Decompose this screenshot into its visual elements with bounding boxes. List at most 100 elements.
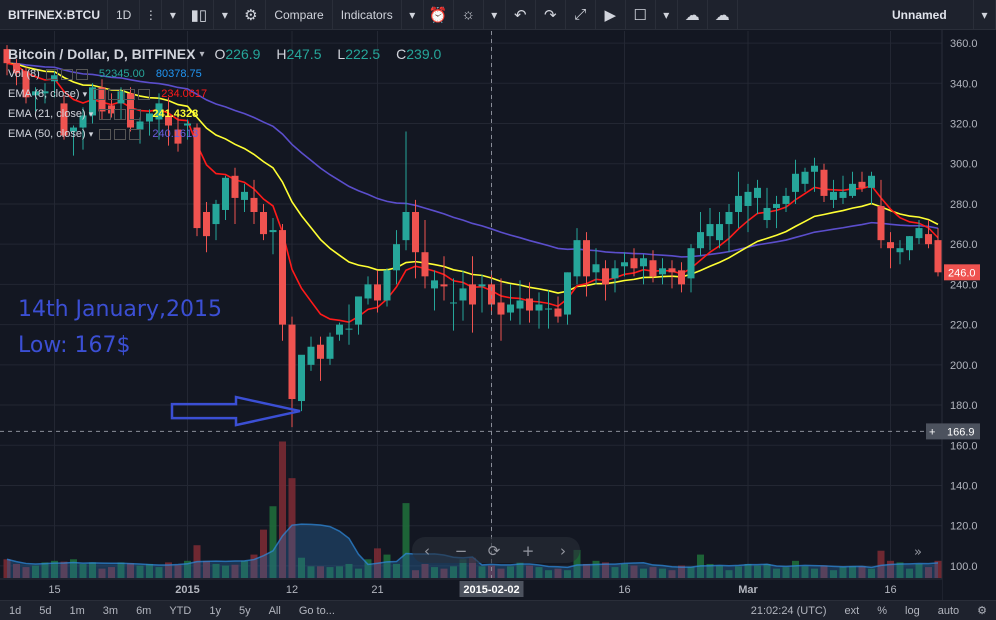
- candle-body: [668, 268, 676, 273]
- chevron-down-icon[interactable]: ▾: [88, 109, 94, 119]
- settings-icon[interactable]: [99, 128, 112, 140]
- layout-icon[interactable]: ☐: [626, 0, 656, 30]
- range-6m[interactable]: 6m: [136, 604, 152, 617]
- hide-icon[interactable]: [108, 88, 121, 100]
- volume-bar: [155, 567, 163, 578]
- candle-body: [659, 268, 666, 275]
- layout-name[interactable]: Unnamed: [884, 0, 974, 30]
- volume-bar: [260, 529, 267, 578]
- cloud-load-icon[interactable]: ☁: [678, 0, 708, 30]
- chevron-down-icon[interactable]: ▾: [199, 48, 205, 60]
- candle-body: [573, 240, 581, 277]
- range-3m[interactable]: 3m: [102, 604, 119, 617]
- volume-bar: [22, 567, 30, 578]
- indicator-ema8[interactable]: EMA (8, close) ▾ 234.0617: [8, 88, 208, 100]
- symbol-search[interactable]: BITFINEX:BTCU: [0, 0, 108, 30]
- volume-bar: [801, 566, 809, 578]
- volume-bar: [592, 560, 600, 578]
- close-icon[interactable]: [129, 128, 142, 140]
- indicator-ema50[interactable]: EMA (50, close) ▾ 240.1613: [8, 128, 199, 140]
- range-1m[interactable]: 1m: [69, 604, 85, 617]
- compare-button[interactable]: Compare: [266, 0, 333, 30]
- volume-bar: [782, 567, 790, 578]
- zoom-in-icon: +: [522, 542, 535, 560]
- settings-icon[interactable]: [93, 88, 106, 100]
- candle-body: [640, 258, 647, 267]
- undo-icon[interactable]: ↶: [506, 0, 536, 30]
- cloud-save-icon[interactable]: ☁: [708, 0, 738, 30]
- chevron-down-icon[interactable]: ▾: [484, 0, 506, 30]
- arrow-annotation: [170, 395, 301, 427]
- volume-bar: [640, 568, 647, 578]
- range-1y[interactable]: 1y: [209, 604, 221, 617]
- candle-body: [906, 236, 913, 251]
- chevron-down-icon[interactable]: ▾: [402, 0, 424, 30]
- chevron-down-icon[interactable]: ▾: [974, 0, 996, 30]
- range-1d[interactable]: 1d: [9, 604, 22, 617]
- gear-icon[interactable]: ⚙: [977, 605, 987, 617]
- candle-body: [649, 260, 657, 277]
- volume-ma-area: [7, 524, 938, 578]
- auto-toggle[interactable]: auto: [937, 604, 960, 617]
- volume-bar: [497, 568, 505, 578]
- chart-navigation: ‹ − ⟳ + ›: [412, 537, 580, 563]
- candle-body: [326, 336, 334, 359]
- range-all[interactable]: All: [268, 604, 281, 617]
- log-toggle[interactable]: log: [905, 604, 920, 617]
- interval-selector[interactable]: 1D: [108, 0, 141, 30]
- volume-bar: [621, 563, 628, 578]
- settings-icon[interactable]: [45, 68, 58, 80]
- candle-body: [317, 344, 324, 359]
- lightbulb-icon[interactable]: ☼: [454, 0, 484, 30]
- ext-toggle[interactable]: ext: [844, 604, 860, 617]
- add-icon[interactable]: [123, 88, 136, 100]
- y-tick-label: 240.0: [950, 279, 978, 291]
- close-icon[interactable]: [138, 88, 151, 100]
- indicators-button[interactable]: Indicators: [333, 0, 402, 30]
- ema50-line: [6, 62, 939, 258]
- chevron-down-icon[interactable]: ▾: [214, 0, 237, 30]
- volume-bar: [288, 478, 296, 578]
- hide-icon[interactable]: [60, 68, 73, 80]
- volume-bar: [345, 563, 353, 578]
- volume-bar: [792, 560, 799, 578]
- range-ytd[interactable]: YTD: [169, 604, 192, 617]
- clock: 21:02:24 (UTC): [750, 604, 827, 617]
- candles-icon[interactable]: ▮▯: [184, 0, 215, 30]
- close-icon[interactable]: [129, 108, 142, 120]
- chevron-down-icon[interactable]: ▾: [656, 0, 678, 30]
- chevron-down-icon[interactable]: ▾: [82, 89, 88, 99]
- indicator-ema21[interactable]: EMA (21, close) ▾ 241.4328: [8, 108, 199, 120]
- fullscreen-icon[interactable]: ⤢: [566, 0, 596, 30]
- settings-icon[interactable]: [99, 108, 112, 120]
- candle-body: [811, 165, 818, 172]
- candle-body: [260, 211, 267, 235]
- price-chart[interactable]: ‹ − ⟳ + › » 360.0 340.0 320.0 300.0 280.0 260.0 240.…: [0, 30, 996, 600]
- volume-bar: [906, 568, 913, 578]
- hide-icon[interactable]: [114, 128, 127, 140]
- percent-toggle[interactable]: %: [877, 604, 888, 617]
- gear-icon[interactable]: ⚙: [236, 0, 267, 30]
- volume-bar: [887, 560, 894, 578]
- y-tick-label: 320.0: [950, 119, 978, 131]
- volume-bar: [355, 568, 362, 578]
- more-icon[interactable]: ⋮: [140, 0, 163, 30]
- series-title[interactable]: Bitcoin / Dollar, D, BITFINEX: [8, 46, 196, 62]
- candle-body: [621, 262, 628, 267]
- range-5d[interactable]: 5d: [39, 604, 52, 617]
- candle-body: [364, 284, 372, 299]
- redo-icon[interactable]: ↷: [536, 0, 566, 30]
- goto-button[interactable]: Go to...: [298, 604, 335, 617]
- close-icon[interactable]: [75, 68, 88, 80]
- hide-icon[interactable]: [114, 108, 127, 120]
- indicator-vol[interactable]: Vol (8) 52345.00 80378.75: [8, 68, 202, 80]
- chevron-down-icon[interactable]: ▾: [162, 0, 185, 30]
- play-icon[interactable]: ▶: [596, 0, 626, 30]
- volume-bar: [203, 560, 210, 578]
- ohlc-values: O226.9 H247.5 L222.5 C239.0: [214, 46, 442, 62]
- volume-bar: [32, 565, 39, 578]
- alarm-add-icon[interactable]: ⏰: [424, 0, 454, 30]
- volume-bar: [212, 563, 220, 578]
- chevron-down-icon[interactable]: ▾: [88, 129, 94, 139]
- range-5y[interactable]: 5y: [238, 604, 251, 617]
